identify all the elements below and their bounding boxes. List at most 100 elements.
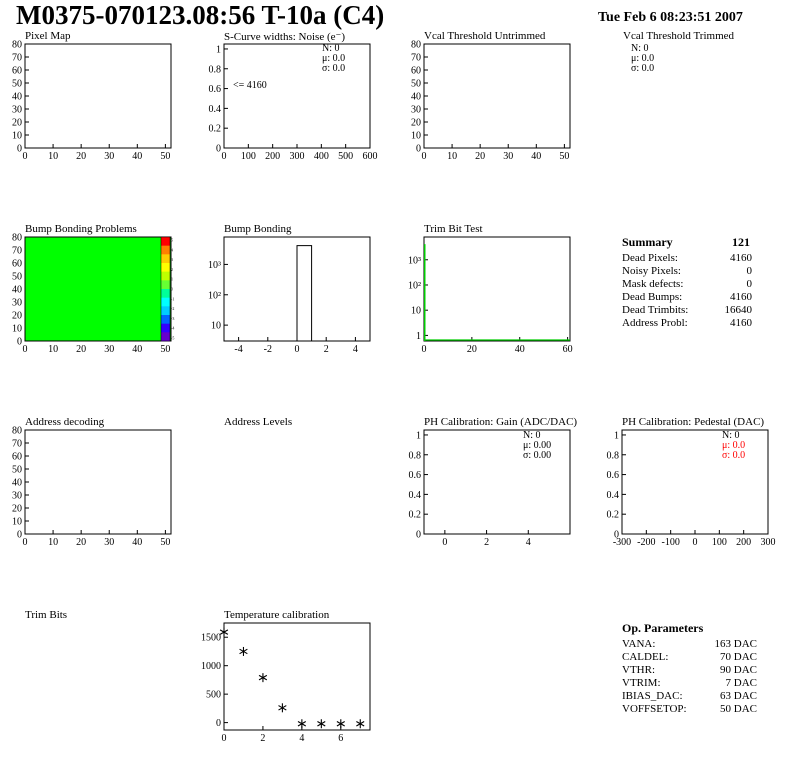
summary-value: 16640: [724, 304, 753, 316]
address_decoding-ytick-label: 60: [12, 452, 22, 463]
pixel_map-xtick-label: 0: [23, 151, 28, 162]
vcal-untrimmed-title: Vcal Threshold Untrimmed: [424, 30, 546, 42]
palette-frame: [160, 236, 171, 342]
temperature-point: [258, 673, 268, 683]
bump_bonding-xtick-label: 0: [295, 344, 300, 355]
temperature-xtick-label: 2: [260, 733, 265, 744]
bump-problems-fill: [25, 237, 171, 341]
address_decoding-xtick-label: 10: [48, 537, 58, 548]
bump_problems-xtick-label: 10: [48, 344, 58, 355]
temperature-ytick-label: 1000: [201, 661, 221, 672]
address_decoding-frame: [24, 429, 172, 535]
op-parameter-value: 7 DAC: [725, 677, 757, 689]
date-stamp: Tue Feb 6 08:23:51 2007: [598, 10, 743, 25]
trim_bit_test-xtick-label: 40: [515, 344, 525, 355]
op-parameter-label: VOFFSETOP:: [622, 703, 687, 715]
summary-value: 0: [746, 265, 753, 277]
bump-bonding-bar: [296, 245, 313, 342]
vcal-trimmed-stat-mu: μ: 0.0: [631, 53, 655, 64]
temperature-frame: [223, 622, 371, 731]
scurve-xtick-label: 200: [265, 151, 280, 162]
scurve-xtick-label: 600: [363, 151, 378, 162]
scurve-xtick-label: 400: [314, 151, 329, 162]
temperature-point: [317, 719, 326, 729]
address_decoding-ytick-label: 80: [12, 426, 22, 437]
ph-gain-stats: N: 0 μ: 0.00 σ: 0.00: [523, 431, 551, 461]
bump_bonding-xtick-label: 2: [324, 344, 329, 355]
pixel_map-ytick-label: 40: [12, 92, 22, 103]
ph_pedestal-xtick-label: 300: [761, 537, 776, 548]
scurve-stat-n: N: 0: [322, 43, 340, 54]
trim-bit-test-title: Trim Bit Test: [424, 223, 483, 235]
palette-tick-label: 3: [171, 257, 173, 262]
ph_gain-chart: 0 2 4 0 0.2 0.4 0.6 0.8 1: [409, 429, 571, 548]
pixel_map-xtick-label: 50: [160, 151, 170, 162]
address_decoding-ytick-label: 40: [12, 478, 22, 489]
trim-bits-title: Trim Bits: [25, 609, 68, 621]
palette-cell: [161, 332, 170, 342]
scurve-stat-mu: μ: 0.0: [322, 53, 346, 64]
palette-cell: [161, 323, 170, 333]
bump_bonding-xtick-label: 4: [353, 344, 358, 355]
ph_pedestal-ytick-label: 1: [614, 430, 619, 441]
ph_pedestal-xtick-label: 0: [693, 537, 698, 548]
pixel_map-ytick-label: 30: [12, 105, 22, 116]
scurve-ytick-label: 0.6: [209, 84, 222, 95]
page-title: M0375-070123.08:56 T-10a (C4): [16, 0, 385, 30]
bump_problems-xtick-label: 20: [76, 344, 86, 355]
vcal_untrimmed-ytick-label: 60: [411, 66, 421, 77]
vcal_untrimmed-ytick-label: 20: [411, 118, 421, 129]
ph_pedestal-ytick-label: 0.8: [607, 450, 620, 461]
ph-gain-stat-n: N: 0: [523, 430, 541, 441]
palette-cell: [161, 271, 170, 281]
palette-cell: [161, 245, 170, 255]
temperature-xtick-label: 4: [299, 733, 304, 744]
ph_pedestal-frame: [621, 429, 769, 535]
ph_pedestal-xtick-label: 200: [736, 537, 751, 548]
temperature-ytick-label: 0: [216, 718, 221, 729]
ph_gain-ytick-label: 0.4: [409, 490, 422, 501]
palette-cell: [161, 237, 170, 246]
trim_bit_test-ytick-label: 10²: [408, 280, 421, 291]
op-parameter-label: CALDEL:: [622, 651, 669, 663]
op-parameter-value: 63 DAC: [720, 690, 757, 702]
palette-cell: [161, 254, 170, 264]
address_decoding-ytick-label: 0: [17, 530, 22, 541]
palette-cell: [161, 289, 170, 298]
temperature-point-stroke: [239, 648, 248, 655]
palette-tick-label: 5: [171, 238, 173, 243]
vcal-trimmed-stat-n: N: 0: [631, 43, 649, 54]
scurve-xtick-label: 300: [290, 151, 305, 162]
summary-value: 4160: [730, 291, 752, 303]
trim_bit_test-frame: [423, 236, 571, 342]
pixel_map-xtick-label: 10: [48, 151, 58, 162]
bump_problems-xtick-label: 30: [104, 344, 114, 355]
ph-pedestal-stat-sigma: σ: 0.0: [722, 450, 746, 461]
summary-value: 4160: [730, 317, 752, 329]
ph_gain-ytick-label: 0: [416, 530, 421, 541]
trim_bit_test-ytick-label: 10: [411, 306, 421, 317]
palette-tick-label: 1: [171, 277, 173, 282]
pixel_map-ytick-label: 0: [17, 144, 22, 155]
bump_problems-xtick-label: 0: [23, 344, 28, 355]
ph_gain-ytick-label: 0.8: [409, 450, 422, 461]
trim-bit-spike: [424, 244, 426, 341]
op-parameters-title: Op. Parameters: [622, 621, 704, 635]
address_decoding-xtick-label: 50: [160, 537, 170, 548]
vcal_untrimmed-ytick-label: 80: [411, 40, 421, 51]
palette-cell: [161, 306, 170, 316]
ph_pedestal-xtick-label: -200: [637, 537, 655, 548]
op-parameter-value: 70 DAC: [720, 651, 757, 663]
temperature-title: Temperature calibration: [224, 609, 330, 621]
temperature-point: [336, 719, 345, 729]
summary-row: Dead Bumps: 4160: [622, 291, 752, 304]
ph_gain-xtick-label: 0: [442, 537, 447, 548]
bump_problems-ytick-label: 30: [12, 298, 22, 309]
temperature-point-stroke: [317, 721, 326, 727]
bump_problems-ytick-label: 70: [12, 246, 22, 257]
bump-problems-frame-top: [24, 236, 172, 342]
temperature-ytick-label: 500: [206, 690, 221, 701]
scurve-ytick-label: 0.2: [209, 124, 222, 135]
